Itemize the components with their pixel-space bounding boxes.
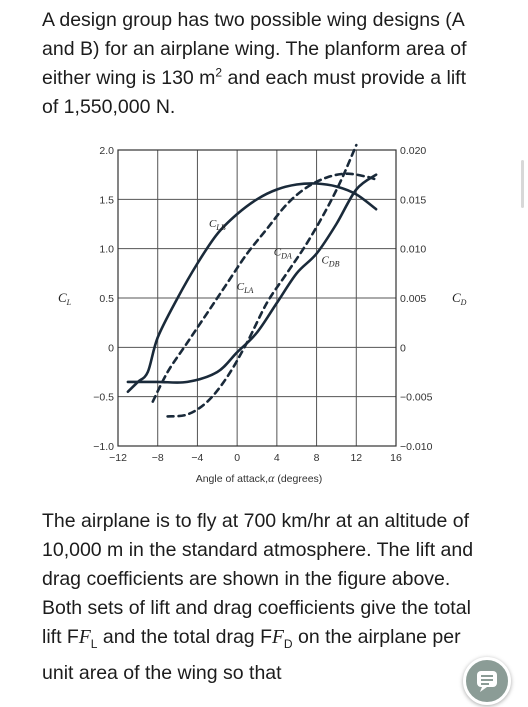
right-axis-title: CD xyxy=(452,290,467,307)
left-axis-tick-label: −0.5 xyxy=(93,392,114,404)
left-axis-title: CL xyxy=(58,290,72,307)
body-text-part2: and the total drag F xyxy=(97,626,272,648)
left-axis-tick-label: 0.5 xyxy=(99,293,114,305)
x-axis-tick-label: 12 xyxy=(350,452,362,464)
series-line-da xyxy=(166,143,358,418)
left-axis-tick-label: −1.0 xyxy=(93,441,114,453)
intro-paragraph: A design group has two possible wing des… xyxy=(42,6,487,122)
right-axis-tick-label: 0.020 xyxy=(400,145,426,157)
x-axis-tick-label: −4 xyxy=(191,452,203,464)
right-axis-tick-label: 0.005 xyxy=(400,293,426,305)
curve-label-da: CDA xyxy=(274,247,292,261)
x-axis-tick-label: 16 xyxy=(390,452,402,464)
lift-subscript: L xyxy=(90,636,98,651)
right-axis-tick-label: 0.010 xyxy=(400,244,426,256)
x-axis-title: Angle of attack,α (degrees) xyxy=(196,471,323,485)
chat-button[interactable] xyxy=(463,657,511,705)
series-line-lb xyxy=(126,182,378,393)
curve-label-la: CLA xyxy=(237,281,254,295)
left-axis-tick-label: 2.0 xyxy=(99,145,114,157)
x-axis-tick-label: 0 xyxy=(234,452,240,464)
right-axis-tick-label: 0 xyxy=(400,342,406,354)
x-axis-tick-label: −8 xyxy=(152,452,164,464)
left-axis-tick-label: 1.0 xyxy=(99,244,114,256)
intro-text-part1: A design group has two possible wing des… xyxy=(42,9,467,89)
series-line-la xyxy=(151,172,378,403)
right-axis-tick-label: 0.015 xyxy=(400,194,426,206)
lift-drag-chart: 2.0 1.5 1.0 0.5 0 −0.5 −1.0 0.020 0.015 0.010 0.00… xyxy=(58,143,467,485)
drag-subscript: D xyxy=(283,636,293,651)
body-text-part3: on the airplane per unit area of the win… xyxy=(42,626,461,684)
curve-label-db: CDB xyxy=(321,254,339,268)
chat-icon xyxy=(477,671,497,692)
x-axis-tick-label: −12 xyxy=(109,452,127,464)
series-line-db xyxy=(126,173,378,384)
body-text-part1: The airplane is to fly at 700 km/hr at a… xyxy=(42,510,474,648)
right-axis-tick-label: −0.010 xyxy=(400,441,433,453)
left-axis-tick-label: 0 xyxy=(108,342,114,354)
left-axis-tick-label: 1.5 xyxy=(99,194,114,206)
scrollbar[interactable] xyxy=(521,160,524,208)
x-axis-tick-label: 8 xyxy=(314,452,320,464)
x-axis-tick-label: 4 xyxy=(274,452,280,464)
body-paragraph: The airplane is to fly at 700 km/hr at a… xyxy=(42,510,474,684)
right-axis-tick-label: −0.005 xyxy=(400,392,433,404)
curve-label-lb: CLB xyxy=(209,218,226,232)
area-unit-superscript: 2 xyxy=(215,65,223,80)
intro-text-part2: and each must provide a lift of 1,550,00… xyxy=(42,67,466,118)
plot-frame xyxy=(117,149,397,447)
